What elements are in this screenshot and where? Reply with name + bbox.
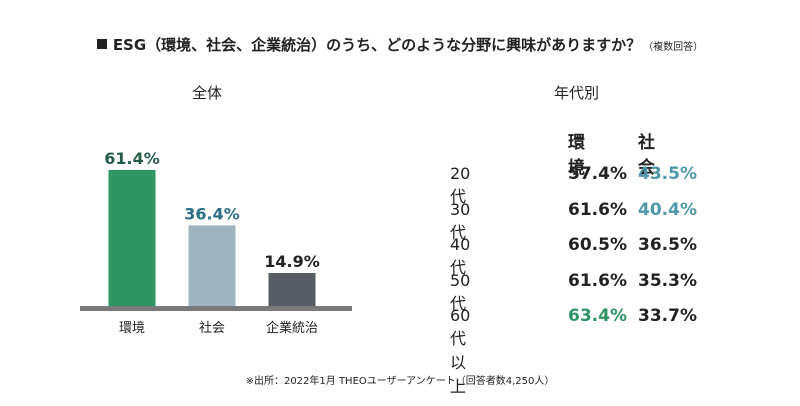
age-group-label: 40 代 — [450, 235, 471, 277]
table-cell: 40.4% — [638, 199, 697, 220]
table-cell: 63.4% — [568, 306, 627, 326]
age-group-label: 50 代 — [450, 270, 471, 313]
table-cell: 61.6% — [568, 270, 627, 291]
column-header: 環境 — [568, 133, 585, 178]
footnote: ※出所：2022年1月 THEOユーザーアンケート（回答者数4,250人） — [245, 376, 555, 387]
title-question: ESG（環境、社会、企業統治）のうち、どのような分野に興味がありますか？ — [112, 36, 642, 54]
baseline — [80, 306, 352, 311]
chart-title: ESG（環境、社会、企業統治）のうち、どのような分野に興味がありますか？ （複数回… — [0, 34, 800, 55]
table-cell: 36.5% — [638, 235, 697, 255]
bar-1 — [108, 170, 156, 306]
title-square-icon — [96, 39, 107, 49]
overall-bar-chart: 61.4% 環境 36.4% 社会 14.9% 企業統治 — [80, 149, 352, 336]
table-cell: 60.5% — [568, 235, 627, 255]
bar-value-label: 36.4% — [184, 204, 240, 223]
overall-label: 全体 — [192, 84, 223, 102]
bar-value-label: 61.4% — [104, 149, 160, 168]
bar-3 — [268, 272, 316, 306]
category-label: 社会 — [199, 320, 225, 336]
table-cell: 57.4% — [568, 164, 627, 184]
category-label: 環境 — [119, 321, 145, 336]
bar-value-label: 14.9% — [264, 252, 320, 271]
table-cell: 33.7% — [638, 306, 697, 326]
age-group-label: 30 代 — [450, 199, 471, 242]
table-cell: 61.6% — [568, 199, 627, 220]
title-note: （複数回答） — [643, 42, 704, 53]
column-header: 社会 — [638, 133, 655, 178]
table-cell: 43.5% — [638, 164, 697, 184]
by-age-label: 年代別 — [554, 84, 600, 102]
category-label: 企業統治 — [266, 320, 318, 336]
age-group-label: 20 代 — [450, 164, 471, 206]
bar-2 — [188, 225, 236, 306]
age-group-label: 60 代以上 — [450, 306, 471, 396]
table-cell: 35.3% — [638, 270, 697, 291]
